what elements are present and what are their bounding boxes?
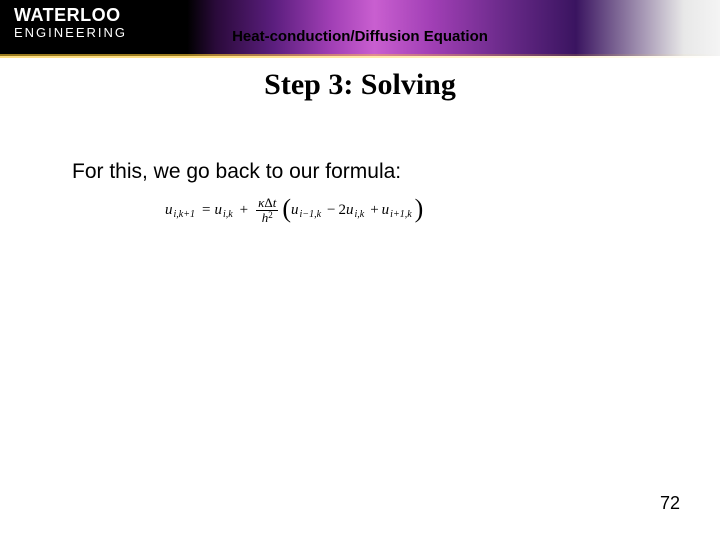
f-fraction: κΔt h2 (256, 196, 278, 226)
f-two: 2 (338, 202, 346, 219)
f-u2: u (214, 202, 222, 219)
f-u4: u (346, 202, 354, 219)
f-sub5: i+1,k (390, 209, 411, 220)
f-minus1: − (327, 202, 335, 219)
f-delta: Δ (264, 195, 272, 210)
f-u3: u (291, 202, 299, 219)
f-t: t (273, 195, 277, 210)
slide-title: Step 3: Solving (0, 68, 720, 102)
f-u1: u (165, 202, 173, 219)
body-text: For this, we go back to our formula: (72, 160, 401, 184)
topic-heading: Heat-conduction/Diffusion Equation (0, 28, 720, 45)
f-u5: u (382, 202, 390, 219)
f-plus2: + (370, 202, 378, 219)
f-plus1: + (240, 202, 248, 219)
f-eq: = (202, 202, 210, 219)
formula: u i,k+1 = u i,k + κΔt h2 ( u i−1,k − 2 u… (165, 196, 423, 226)
f-lparen: ( (282, 199, 291, 220)
slide: WATERLOO ENGINEERING Heat-conduction/Dif… (0, 0, 720, 540)
university-name: WATERLOO (14, 6, 127, 24)
f-sub2: i,k (223, 209, 233, 220)
f-sub1: i,k+1 (174, 209, 195, 220)
f-rparen: ) (415, 199, 424, 220)
f-exp: 2 (268, 210, 273, 220)
f-sub3: i−1,k (300, 209, 321, 220)
f-sub4: i,k (354, 209, 364, 220)
page-number: 72 (660, 493, 680, 514)
